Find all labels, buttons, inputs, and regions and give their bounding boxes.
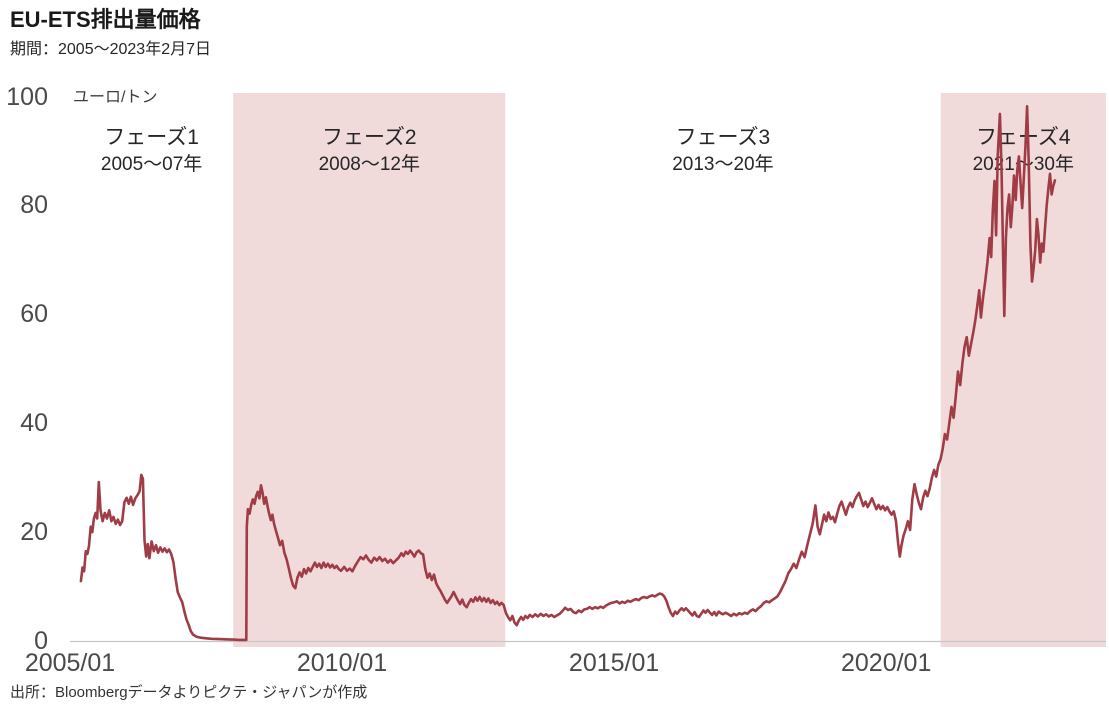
phase-3-name: フェーズ3 bbox=[675, 126, 771, 149]
y-tick-label: 100 bbox=[6, 82, 48, 111]
phase-3-years: 2013～20年 bbox=[672, 154, 774, 175]
x-tick-label: 2005/01 bbox=[24, 649, 116, 677]
phase-1-years: 2005～07年 bbox=[100, 154, 203, 175]
period-note: 期間：2005～2023年2月7日 bbox=[10, 41, 211, 58]
phase-label-1: フェーズ1 2005～07年 bbox=[101, 124, 202, 177]
x-tick-label: 2020/01 bbox=[840, 649, 932, 677]
x-tick-label: 2010/01 bbox=[296, 649, 388, 677]
y-tick-label: 0 bbox=[34, 627, 48, 655]
phase-4-name: フェーズ4 bbox=[975, 126, 1071, 149]
page-title: EU-ETS排出量価格 bbox=[10, 7, 201, 32]
phase-1-name: フェーズ1 bbox=[104, 126, 199, 149]
y-tick-label: 80 bbox=[20, 191, 48, 220]
y-axis-unit-label: ユーロ/トン bbox=[73, 89, 158, 106]
y-tick-label: 20 bbox=[20, 518, 48, 547]
phase-2-name: フェーズ2 bbox=[321, 126, 417, 149]
phase-4-years: 2021～30年 bbox=[972, 154, 1074, 175]
phase-label-2: フェーズ2 2008～12年 bbox=[319, 124, 420, 177]
phase-2-years: 2008～12年 bbox=[318, 154, 420, 175]
y-tick-label: 40 bbox=[20, 409, 48, 438]
source-note: 出所：Bloombergデータよりピクテ・ジャパンが作成 bbox=[10, 684, 368, 701]
y-tick-label: 60 bbox=[20, 300, 48, 329]
phase-label-4: フェーズ4 2021～30年 bbox=[973, 124, 1074, 177]
phase-label-3: フェーズ3 2013～20年 bbox=[672, 124, 773, 177]
x-tick-label: 2015/01 bbox=[568, 649, 660, 677]
